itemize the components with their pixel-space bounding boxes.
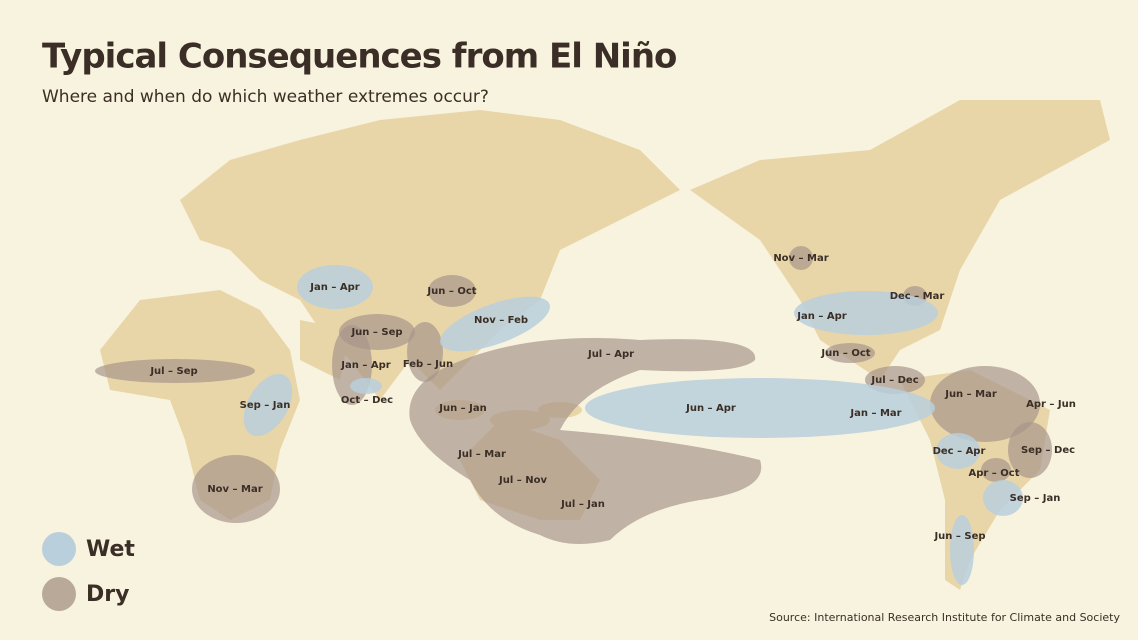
title: Typical Consequences from El Niño bbox=[42, 37, 676, 77]
region-label: Jun – Apr bbox=[685, 403, 736, 414]
region-label: Jun – Sep bbox=[350, 327, 402, 338]
region-label: Nov – Mar bbox=[207, 484, 262, 495]
dry-areas bbox=[95, 246, 1052, 544]
wet-areas bbox=[243, 265, 1023, 585]
legend-swatch-wet bbox=[42, 532, 76, 566]
region-labels: Jan – Apr Jun – Oct Nov – Feb Jun – Sep … bbox=[149, 253, 1076, 542]
region-label: Sep – Jan bbox=[1010, 493, 1061, 504]
region-label: Sep – Jan bbox=[240, 400, 291, 411]
region-label: Nov – Mar bbox=[773, 253, 828, 264]
region-label: Jan – Apr bbox=[796, 311, 846, 322]
region-label: Sep – Dec bbox=[1021, 445, 1075, 456]
region-label: Jun – Mar bbox=[944, 389, 997, 400]
region-label: Jun – Jan bbox=[438, 403, 487, 414]
region-label: Apr – Oct bbox=[968, 468, 1019, 479]
region-label: Jul – Sep bbox=[149, 366, 197, 377]
region-label: Dec – Apr bbox=[933, 446, 986, 457]
region-label: Jan – Apr bbox=[309, 282, 359, 293]
region-label: Dec – Mar bbox=[890, 291, 945, 302]
region-label: Jul – Nov bbox=[498, 475, 547, 486]
legend-label: Wet bbox=[86, 537, 135, 562]
source: Source: International Research Institute… bbox=[769, 611, 1120, 624]
region-label: Jul – Jan bbox=[560, 499, 605, 510]
region-label: Jul – Mar bbox=[457, 449, 506, 460]
legend: Wet Dry bbox=[42, 532, 135, 611]
region-label: Jun – Sep bbox=[933, 531, 985, 542]
legend-label: Dry bbox=[86, 582, 129, 607]
legend-swatch-dry bbox=[42, 577, 76, 611]
region-label: Jun – Oct bbox=[426, 286, 476, 297]
region-label: Jan – Mar bbox=[849, 408, 901, 419]
region-label: Jan – Apr bbox=[340, 360, 390, 371]
region-label: Apr – Jun bbox=[1026, 399, 1076, 410]
region-label: Jun – Oct bbox=[820, 348, 870, 359]
subtitle: Where and when do which weather extremes… bbox=[42, 87, 489, 107]
region-label: Jul – Apr bbox=[587, 349, 634, 360]
region-label: Nov – Feb bbox=[474, 315, 528, 326]
region-label: Jul – Dec bbox=[870, 375, 918, 386]
region-label: Oct – Dec bbox=[341, 395, 393, 406]
region-label: Feb – Jun bbox=[403, 359, 453, 370]
